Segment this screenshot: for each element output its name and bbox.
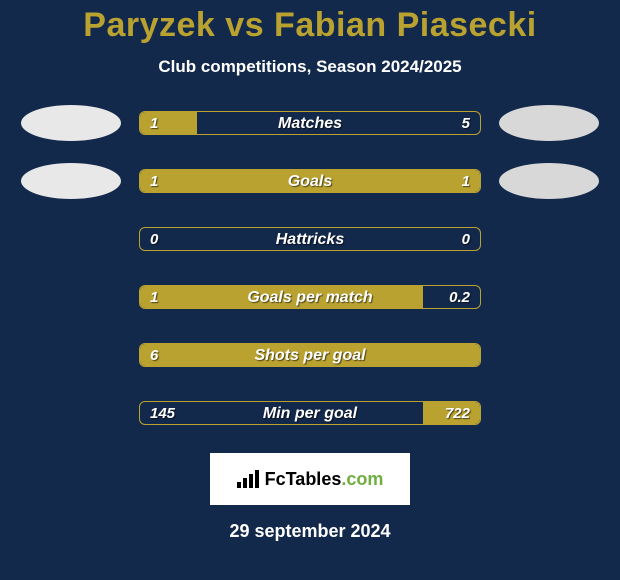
player-avatar-right xyxy=(499,395,599,431)
date-label: 29 september 2024 xyxy=(0,521,620,542)
player-avatar-right xyxy=(499,337,599,373)
subtitle: Club competitions, Season 2024/2025 xyxy=(0,57,620,77)
stat-label: Hattricks xyxy=(140,228,480,251)
player-avatar-right xyxy=(499,163,599,199)
stat-bar: 145722Min per goal xyxy=(139,401,481,425)
stat-row: 15Matches xyxy=(0,105,620,141)
player-avatar-right xyxy=(499,105,599,141)
stat-bar: 00Hattricks xyxy=(139,227,481,251)
stat-label: Min per goal xyxy=(140,402,480,425)
stat-row: 10.2Goals per match xyxy=(0,279,620,315)
logo-suffix: .com xyxy=(341,469,383,489)
stat-bar: 11Goals xyxy=(139,169,481,193)
stat-label: Goals xyxy=(140,170,480,193)
stat-label: Shots per goal xyxy=(140,344,480,367)
stat-bar: 10.2Goals per match xyxy=(139,285,481,309)
player-avatar-left xyxy=(21,395,121,431)
page-title: Paryzek vs Fabian Piasecki xyxy=(0,6,620,45)
bar-chart-icon xyxy=(237,470,259,488)
stat-row: 00Hattricks xyxy=(0,221,620,257)
player-avatar-left xyxy=(21,105,121,141)
logo-text: FcTables.com xyxy=(265,469,384,490)
stats-list: 15Matches 11Goals 00Hattricks 10.2Goals per… xyxy=(0,105,620,431)
stat-row: 145722Min per goal xyxy=(0,395,620,431)
stat-row: 11Goals xyxy=(0,163,620,199)
player-avatar-right xyxy=(499,221,599,257)
player-avatar-left xyxy=(21,163,121,199)
stat-bar: 15Matches xyxy=(139,111,481,135)
player-avatar-right xyxy=(499,279,599,315)
logo-box: FcTables.com xyxy=(210,453,410,505)
stat-bar: 6Shots per goal xyxy=(139,343,481,367)
comparison-infographic: Paryzek vs Fabian Piasecki Club competit… xyxy=(0,0,620,542)
player-avatar-left xyxy=(21,279,121,315)
stat-row: 6Shots per goal xyxy=(0,337,620,373)
stat-label: Goals per match xyxy=(140,286,480,309)
player-avatar-left xyxy=(21,221,121,257)
logo-main: FcTables xyxy=(265,469,342,489)
stat-label: Matches xyxy=(140,112,480,135)
player-avatar-left xyxy=(21,337,121,373)
